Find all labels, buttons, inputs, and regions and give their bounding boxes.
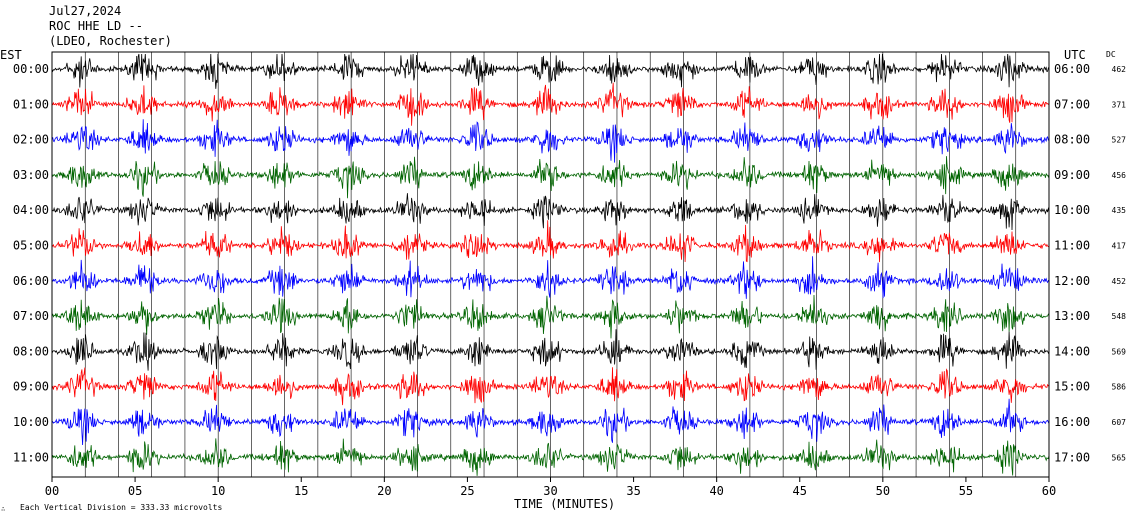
- seismic-trace: [51, 193, 1050, 231]
- seismic-trace: [51, 156, 1050, 199]
- x-tick-label: 45: [793, 484, 807, 498]
- seismic-trace: [51, 256, 1050, 299]
- row-dc-value: 417: [1112, 242, 1127, 251]
- x-tick-label: 40: [709, 484, 723, 498]
- vertical-division-footnote: Each Vertical Division = 333.33 microvol…: [20, 503, 222, 512]
- row-dc-value: 527: [1112, 136, 1127, 145]
- row-label-est: 11:00: [13, 450, 49, 464]
- row-label-utc: 07:00: [1054, 97, 1090, 111]
- row-label-est: 07:00: [13, 309, 49, 323]
- x-tick-label: 20: [377, 484, 391, 498]
- row-label-utc: 06:00: [1054, 62, 1090, 76]
- x-tick-label: 35: [626, 484, 640, 498]
- seismic-trace: [51, 53, 1050, 89]
- dc-header-label: DC: [1106, 50, 1116, 59]
- row-label-utc: 10:00: [1054, 203, 1090, 217]
- row-label-est: 10:00: [13, 415, 49, 429]
- row-labels: 00:00 06:00 462 01:00 07:00 371 02:00 08:00 527 0…: [13, 62, 1126, 464]
- x-tick-label: 05: [128, 484, 142, 498]
- row-label-utc: 17:00: [1054, 450, 1090, 464]
- row-dc-value: 371: [1112, 100, 1127, 109]
- left-timezone-label: EST: [0, 48, 22, 62]
- x-tick-label: 15: [294, 484, 308, 498]
- row-label-est: 02:00: [13, 133, 49, 147]
- row-label-est: 08:00: [13, 344, 49, 358]
- seismic-trace: [51, 119, 1049, 163]
- row-label-est: 06:00: [13, 274, 49, 288]
- seismic-trace: [51, 398, 1050, 446]
- row-dc-value: 565: [1112, 453, 1127, 462]
- row-label-utc: 14:00: [1054, 344, 1090, 358]
- chart-title-location: (LDEO, Rochester): [49, 34, 172, 48]
- row-label-utc: 08:00: [1054, 133, 1090, 147]
- row-dc-value: 456: [1112, 171, 1127, 180]
- x-tick-label: 30: [543, 484, 557, 498]
- x-tick-label: 60: [1042, 484, 1056, 498]
- row-dc-value: 548: [1112, 312, 1127, 321]
- row-dc-value: 569: [1112, 347, 1127, 356]
- row-label-utc: 11:00: [1054, 239, 1090, 253]
- row-dc-value: 607: [1112, 418, 1127, 427]
- row-dc-value: 435: [1112, 206, 1127, 215]
- chart-traces: [51, 53, 1050, 476]
- seismic-trace: [51, 329, 1050, 371]
- row-label-est: 01:00: [13, 97, 49, 111]
- seismic-trace: [51, 294, 1050, 339]
- footnote-marker-icon: ∴: [1, 505, 5, 513]
- x-axis-label: TIME (MINUTES): [514, 497, 615, 511]
- chart-title-date: Jul27,2024: [49, 4, 122, 18]
- row-label-utc: 16:00: [1054, 415, 1090, 429]
- row-dc-value: 452: [1112, 277, 1127, 286]
- row-label-est: 05:00: [13, 239, 49, 253]
- row-dc-value: 462: [1112, 65, 1127, 74]
- row-label-est: 00:00: [13, 62, 49, 76]
- x-axis-ticks: 00 05 10 15 20 25 30 35 40 45 50 55 60: [45, 477, 1056, 498]
- x-tick-label: 50: [876, 484, 890, 498]
- x-tick-label: 55: [959, 484, 973, 498]
- row-label-utc: 13:00: [1054, 309, 1090, 323]
- row-label-utc: 09:00: [1054, 168, 1090, 182]
- chart-title-station: ROC HHE LD --: [49, 19, 143, 33]
- row-label-est: 09:00: [13, 380, 49, 394]
- seismic-trace: [51, 220, 1050, 263]
- seismic-trace: [51, 438, 1050, 476]
- x-tick-label: 25: [460, 484, 474, 498]
- chart-grid: [84, 52, 1017, 477]
- row-label-est: 04:00: [13, 203, 49, 217]
- seismic-trace: [51, 367, 1050, 406]
- right-timezone-label: UTC: [1064, 48, 1086, 62]
- x-tick-label: 10: [211, 484, 225, 498]
- row-label-est: 03:00: [13, 168, 49, 182]
- row-label-utc: 15:00: [1054, 380, 1090, 394]
- row-label-utc: 12:00: [1054, 274, 1090, 288]
- x-tick-label: 00: [45, 484, 59, 498]
- row-dc-value: 586: [1112, 383, 1127, 392]
- seismic-trace: [51, 82, 1050, 126]
